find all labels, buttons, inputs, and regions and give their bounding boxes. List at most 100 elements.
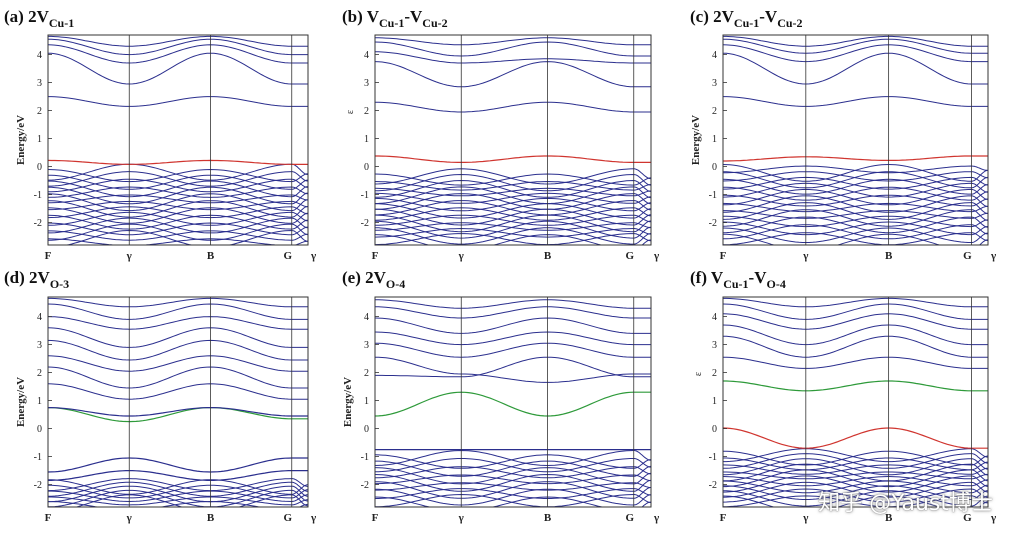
x-tick-label: γ [653,250,659,262]
conduction-band [375,342,651,358]
x-tick-label: γ [990,250,996,262]
panel-title-c: (c) 2VCu-1-VCu-2 [690,7,803,30]
conduction-band [375,101,651,113]
conduction-band [48,44,308,64]
y-tick-label: -2 [361,218,369,229]
y-tick-label: 3 [712,78,717,89]
valence-band [723,233,988,245]
bands-group [723,35,988,245]
x-tick-label: γ [458,512,464,524]
panel-title-e: (e) 2VO-4 [342,268,405,291]
valence-band [723,209,988,227]
y-tick-label: 2 [712,368,717,379]
conduction-band [375,356,651,378]
x-tick-label: γ [458,250,464,262]
x-tick-label: γ [802,512,808,524]
defect-band-defect1 [375,155,651,163]
conduction-band [723,52,988,85]
y-tick-label: 4 [712,312,717,323]
y-axis-label: Energy/eV [15,115,27,165]
conduction-band [48,327,308,348]
bands-group [375,299,651,507]
y-tick-label: -1 [34,190,42,201]
panel-title-main: (b) V [342,7,380,26]
conduction-band [48,316,308,330]
y-tick-label: 1 [364,134,369,145]
y-tick-label: -2 [709,218,717,229]
x-tick-label: B [885,250,893,262]
plot-frame [47,34,309,246]
conduction-band [375,331,651,346]
conduction-band [48,52,308,85]
conduction-band [48,297,308,308]
y-axis-label: Energy/eV [342,377,354,427]
y-tick-label: -1 [361,190,369,201]
y-tick-label: 2 [37,106,42,117]
valence-band [723,165,988,174]
defect-band-valence [48,457,308,473]
panel-title-d: (d) 2VO-3 [4,268,69,291]
x-tick-label: F [45,512,52,524]
x-tick-label: B [207,512,215,524]
plot-frame [374,296,652,508]
x-tick-label: γ [126,250,132,262]
conduction-band [375,61,651,88]
y-tick-label: 4 [37,50,42,61]
x-tick-label: G [963,512,972,524]
y-tick-label: 3 [364,340,369,351]
y-tick-label: -2 [34,218,42,229]
valence-band [375,496,651,507]
y-tick-label: 1 [37,134,42,145]
y-axis-label: Energy/eV [15,377,27,427]
valence-band [375,168,651,185]
y-tick-label: 0 [712,162,717,173]
y-tick-label: 0 [364,162,369,173]
panel-title-subscript: O-4 [386,277,405,291]
y-tick-label: 3 [712,340,717,351]
panel-title-subscript-2: O-4 [767,277,786,291]
x-tick-label: G [283,250,292,262]
defect-band-defect2 [375,391,651,417]
conduction-band [375,306,651,319]
defect-band-defect2 [723,380,988,392]
y-axis-mark: ɛ [345,110,356,114]
valence-band [723,186,988,201]
conduction-band [375,356,651,383]
watermark-text: 知乎 @Yaust博士 [818,491,993,516]
conduction-band [723,96,988,107]
y-tick-label: 4 [37,312,42,323]
conduction-band [48,96,308,107]
conduction-band [723,356,988,369]
plot-frame [47,296,309,508]
valence-band [48,163,308,181]
x-tick-label: γ [653,512,659,524]
y-tick-label: 1 [37,396,42,407]
conduction-band [723,324,988,346]
defect-band-defect1 [723,155,988,162]
y-tick-label: -1 [709,190,717,201]
panel-title-subscript: Cu-1 [49,16,74,30]
x-tick-label: F [372,512,379,524]
panel-title-main: (c) 2V [690,7,735,26]
y-tick-label: 0 [37,424,42,435]
x-tick-label: γ [310,250,316,262]
y-tick-label: 0 [37,162,42,173]
valence-band [375,234,651,245]
x-tick-label: F [372,250,379,262]
conduction-band [48,366,308,389]
panel-title-main: (e) 2V [342,268,387,287]
y-tick-label: 0 [712,424,717,435]
y-tick-label: -2 [34,480,42,491]
panel-title-subscript: O-3 [50,277,69,291]
panel-title-main: (f) V [690,268,724,287]
conduction-band [48,303,308,320]
y-tick-label: 2 [364,106,369,117]
conduction-band [723,44,988,63]
plot-frame [374,34,652,246]
x-tick-label: G [625,250,634,262]
conduction-band [375,317,651,334]
x-tick-label: G [625,512,634,524]
plot-frame [722,296,989,508]
